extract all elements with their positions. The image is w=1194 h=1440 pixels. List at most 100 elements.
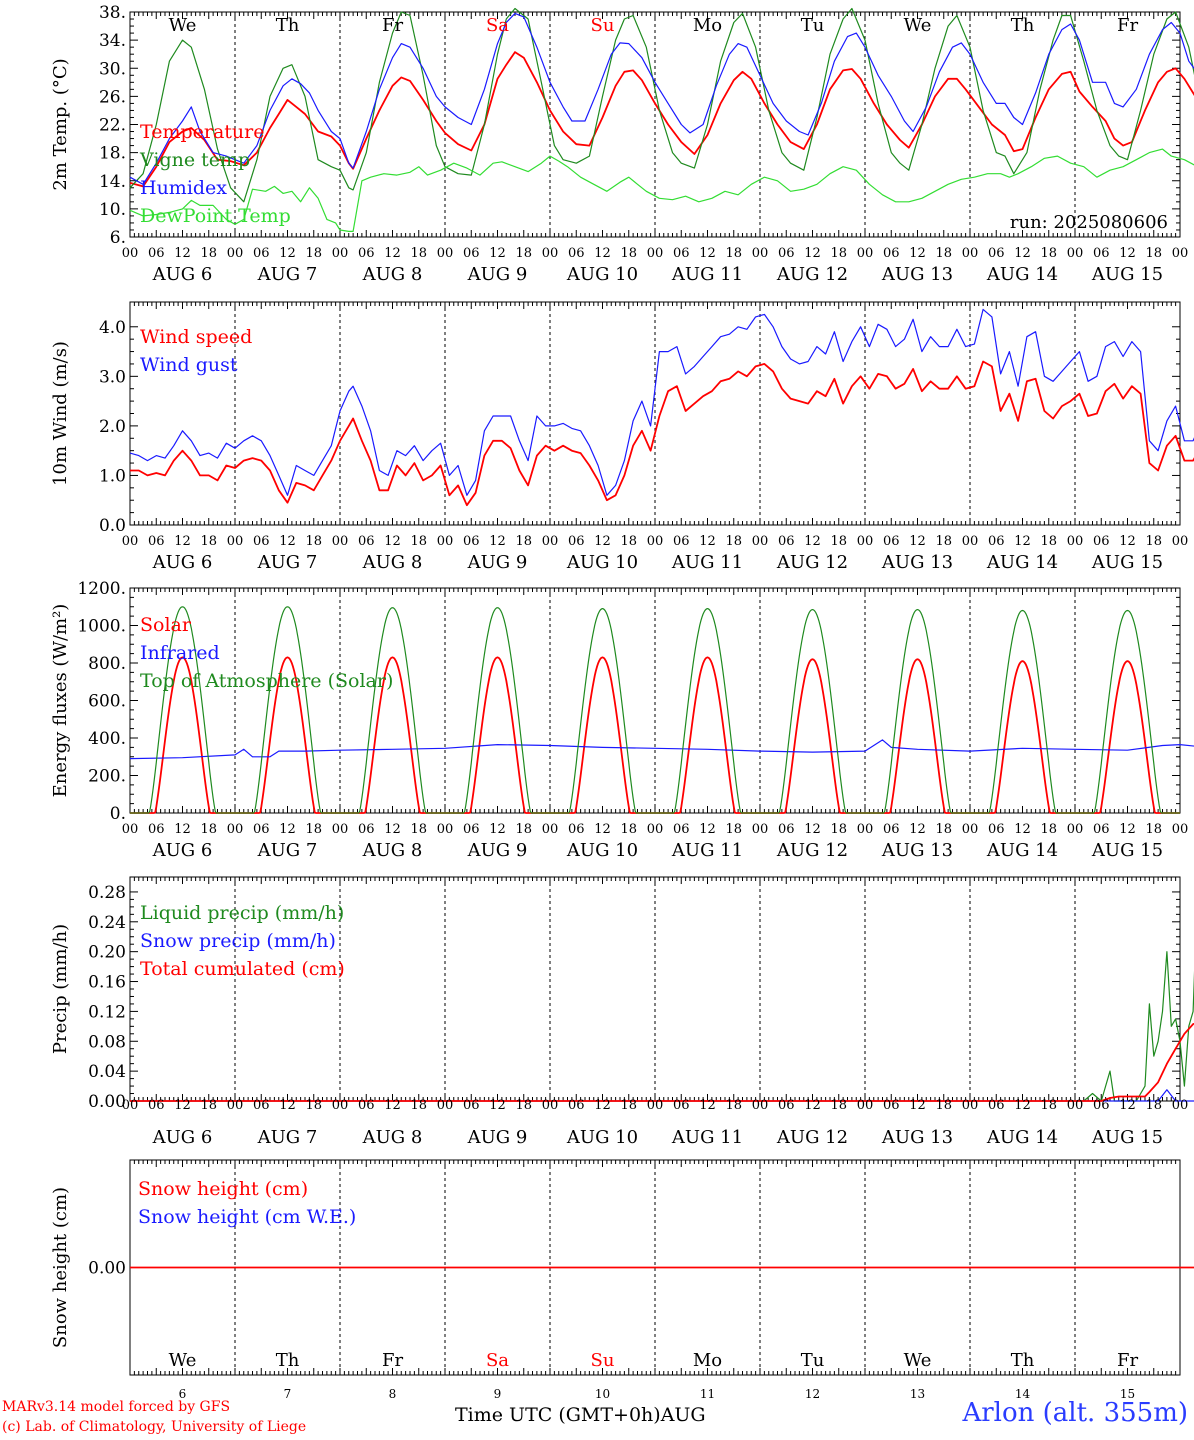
x-day-label: AUG 15 xyxy=(1091,1127,1163,1148)
series-top-of-atmosphere-solar--line xyxy=(130,606,1180,814)
legend-entry: Snow height (cm) xyxy=(138,1178,308,1200)
x-tick-label: 00 xyxy=(1067,534,1084,549)
x-tick-label: 00 xyxy=(332,1098,349,1113)
x-day-label: AUG 12 xyxy=(776,840,848,861)
x-tick-label: 00 xyxy=(437,822,454,837)
x-tick-label: 00 xyxy=(542,534,559,549)
x-day-label: AUG 11 xyxy=(671,264,743,285)
y-tick-label: 0.16 xyxy=(88,973,126,993)
legend-entry: Liquid precip (mm/h) xyxy=(140,902,344,924)
legend-entry: Vigne temp xyxy=(139,149,250,171)
x-tick-label: 06 xyxy=(1093,534,1110,549)
x-day-label: AUG 11 xyxy=(671,552,743,573)
x-day-label: AUG 14 xyxy=(986,264,1058,285)
weekday-label: Su xyxy=(591,1350,615,1371)
x-tick-label: 00 xyxy=(1172,1098,1189,1113)
x-day-label: AUG 7 xyxy=(257,552,318,573)
x-tick-label: 18 xyxy=(410,1098,427,1113)
x-tick-label: 12 xyxy=(1014,246,1031,261)
x-tick-label: 06 xyxy=(253,246,270,261)
x-tick-label: 06 xyxy=(778,246,795,261)
x-tick-label: 00 xyxy=(752,822,769,837)
x-tick-label: 00 xyxy=(122,534,139,549)
x-tick-label: 18 xyxy=(935,246,952,261)
day-number-label: 8 xyxy=(389,1387,397,1401)
y-tick-label: 400. xyxy=(88,729,126,749)
x-tick-label: 18 xyxy=(830,246,847,261)
y-tick-label: 0.04 xyxy=(88,1062,126,1082)
x-tick-label: 06 xyxy=(463,822,480,837)
x-tick-label: 12 xyxy=(594,534,611,549)
x-tick-label: 06 xyxy=(1093,246,1110,261)
x-tick-label: 12 xyxy=(909,534,926,549)
x-tick-label: 06 xyxy=(148,822,165,837)
x-day-label: AUG 13 xyxy=(881,264,953,285)
y-tick-label: 0.28 xyxy=(88,883,126,903)
y-tick-label: 0.08 xyxy=(88,1032,126,1052)
weekday-label: We xyxy=(904,15,932,36)
series-infrared-line xyxy=(129,739,1194,760)
x-tick-label: 00 xyxy=(332,534,349,549)
x-tick-label: 18 xyxy=(935,1098,952,1113)
weekday-label: Th xyxy=(1011,1350,1035,1371)
x-tick-label: 12 xyxy=(279,246,296,261)
x-tick-label: 18 xyxy=(620,534,637,549)
x-tick-label: 18 xyxy=(1040,246,1057,261)
x-tick-label: 12 xyxy=(594,246,611,261)
x-day-label: AUG 6 xyxy=(152,1127,213,1148)
x-tick-label: 06 xyxy=(568,822,585,837)
y-tick-label: 34. xyxy=(99,31,126,51)
x-tick-label: 18 xyxy=(410,246,427,261)
y-tick-label: 0.20 xyxy=(88,943,126,963)
y-tick-label: 2.0 xyxy=(99,417,126,437)
x-tick-label: 06 xyxy=(568,534,585,549)
x-axis-title: Time UTC (GMT+0h)AUG xyxy=(455,1404,706,1426)
x-tick-label: 06 xyxy=(883,822,900,837)
day-number-label: 9 xyxy=(494,1387,502,1401)
x-tick-label: 12 xyxy=(174,1098,191,1113)
y-tick-label: 0.00 xyxy=(88,1259,126,1279)
x-tick-label: 12 xyxy=(279,1098,296,1113)
day-number-label: 12 xyxy=(805,1387,820,1401)
weekday-label: Mo xyxy=(693,15,722,36)
x-tick-label: 00 xyxy=(962,534,979,549)
x-tick-label: 00 xyxy=(437,246,454,261)
legend-entry: Total cumulated (cm) xyxy=(140,958,345,980)
y-tick-label: 26. xyxy=(99,87,126,107)
x-day-label: AUG 11 xyxy=(671,840,743,861)
y-tick-label: 4.0 xyxy=(99,318,126,338)
x-day-label: AUG 6 xyxy=(152,552,213,573)
x-tick-label: 12 xyxy=(384,1098,401,1113)
series-wind-speed-line xyxy=(130,360,1194,507)
x-day-label: AUG 12 xyxy=(776,552,848,573)
x-day-label: AUG 10 xyxy=(566,552,638,573)
x-tick-label: 00 xyxy=(122,1098,139,1113)
weekday-label: Tu xyxy=(801,15,825,36)
x-tick-label: 06 xyxy=(988,822,1005,837)
x-tick-label: 00 xyxy=(1172,534,1189,549)
x-tick-label: 12 xyxy=(699,822,716,837)
x-tick-label: 06 xyxy=(148,534,165,549)
x-tick-label: 06 xyxy=(253,822,270,837)
x-tick-label: 18 xyxy=(515,246,532,261)
x-tick-label: 06 xyxy=(253,534,270,549)
x-day-label: AUG 9 xyxy=(467,1127,528,1148)
x-tick-label: 12 xyxy=(909,822,926,837)
x-tick-label: 12 xyxy=(384,534,401,549)
x-tick-label: 18 xyxy=(515,534,532,549)
x-day-label: AUG 8 xyxy=(362,1127,423,1148)
x-day-label: AUG 8 xyxy=(362,552,423,573)
x-tick-label: 18 xyxy=(725,246,742,261)
x-tick-label: 12 xyxy=(1119,246,1136,261)
station-name: Arlon (alt. 355m) xyxy=(962,1398,1188,1428)
y-tick-label: 0.00 xyxy=(88,1092,126,1112)
x-tick-label: 06 xyxy=(778,1098,795,1113)
weekday-label: Fr xyxy=(382,15,403,36)
x-tick-label: 18 xyxy=(410,534,427,549)
x-tick-label: 12 xyxy=(384,822,401,837)
x-tick-label: 12 xyxy=(909,1098,926,1113)
x-tick-label: 06 xyxy=(148,246,165,261)
x-tick-label: 00 xyxy=(542,1098,559,1113)
x-tick-label: 06 xyxy=(358,246,375,261)
x-tick-label: 00 xyxy=(857,822,874,837)
